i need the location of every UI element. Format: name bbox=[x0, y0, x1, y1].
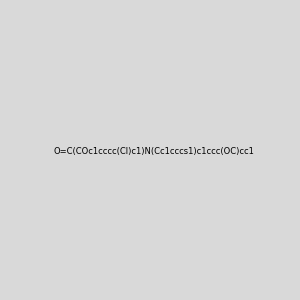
Text: O=C(COc1cccc(Cl)c1)N(Cc1cccs1)c1ccc(OC)cc1: O=C(COc1cccc(Cl)c1)N(Cc1cccs1)c1ccc(OC)c… bbox=[53, 147, 254, 156]
